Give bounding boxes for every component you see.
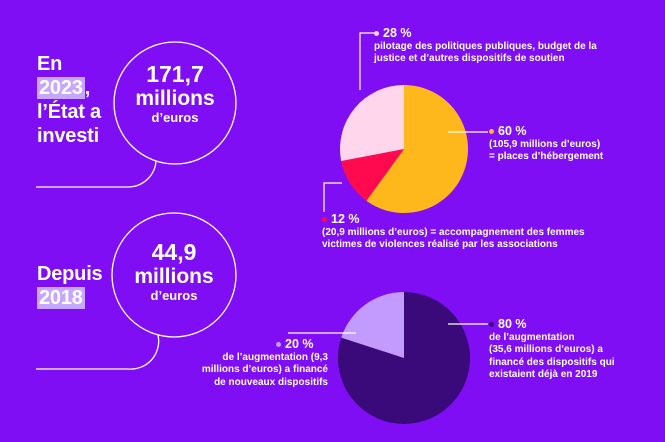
leader-line-28 — [359, 32, 374, 90]
pie-chart-2023 — [339, 85, 468, 213]
intro-2023-line4: investi — [37, 125, 99, 147]
amount-2018-unit: millions — [134, 265, 214, 288]
pie-chart-increase — [338, 292, 471, 425]
label-80-line2: (35,6 millions d’euros) a — [489, 344, 603, 355]
connector-line-2018 — [36, 334, 160, 370]
label-28: 28 % pilotage des politiques publiques, … — [374, 27, 624, 66]
intro-2023-line1: En — [37, 53, 63, 75]
label-80-line1: de l’augmentation — [489, 331, 575, 343]
label-20-line3: de nouveaux dispositifs — [214, 376, 328, 388]
label-12-line2: victimes de violences réalisé par les as… — [322, 239, 558, 250]
label-12-line1: (20,9 millions d’euros) = accompagnement… — [322, 226, 585, 238]
amount-circle-2018 — [111, 212, 237, 338]
amount-2023-unit2: d’euros — [151, 110, 199, 125]
intro-2023-line3: l’État a — [37, 101, 101, 123]
connector-line-2023 — [36, 160, 157, 188]
amount-2023-value: 171,7 — [146, 61, 204, 87]
pie-slice-nouveaux — [341, 292, 404, 358]
pie-slice-pilotage — [339, 85, 404, 161]
amount-2023: 171,7 millions d’euros — [114, 62, 236, 126]
amount-2018: 44,9 millions d’euros — [113, 240, 235, 304]
intro-2018: Depuis 2018 — [37, 262, 103, 310]
amount-2018-value: 44,9 — [151, 239, 197, 265]
dot-nouveaux — [276, 342, 281, 348]
label-80-line3: financé des dispositifs qui — [489, 356, 615, 368]
label-12: 12 % (20,9 millions d’euros) = accompagn… — [322, 213, 642, 252]
label-20: 20 % de l’augmentation (9,3 millions d’e… — [168, 338, 328, 389]
label-60-line2: = places d’hébergement — [489, 151, 604, 162]
label-20-line1: de l’augmentation (9,3 — [222, 351, 328, 363]
label-60-line1: (105,9 millions d’euros) — [489, 138, 601, 150]
label-60: 60 % (105,9 millions d’euros) = places d… — [489, 125, 659, 164]
year-2023-highlight: 2023 — [37, 77, 85, 99]
pie-slice-accompagnement — [341, 149, 404, 201]
year-2018-highlight: 2018 — [37, 287, 85, 309]
pie-slice-hebergement — [366, 85, 468, 213]
label-20-line2: millions d’euros) a financé — [201, 364, 328, 375]
amount-circle-2023 — [113, 41, 237, 165]
dot-accompagnement — [322, 217, 327, 223]
label-80-line4: existaient déjà en 2019 — [489, 369, 598, 380]
amount-2023-unit: millions — [135, 87, 215, 110]
intro-2018-line1: Depuis — [37, 263, 103, 285]
label-20-pct: 20 % — [285, 337, 314, 351]
leader-line-12 — [323, 182, 342, 212]
dot-hebergement — [489, 129, 494, 135]
dot-existants — [489, 322, 494, 328]
label-80: 80 % de l’augmentation (35,6 millions d’… — [489, 318, 659, 382]
dot-pilotage — [374, 31, 379, 37]
label-60-pct: 60 % — [498, 124, 527, 138]
label-28-line1: pilotage des politiques publiques, budge… — [374, 40, 597, 52]
intro-2023: En 2023, l’État a investi — [37, 53, 101, 147]
amount-2018-unit2: d’euros — [150, 288, 198, 303]
label-28-pct: 28 % — [383, 26, 412, 40]
label-28-line2: justice et d’autres dispositifs de souti… — [374, 53, 565, 64]
label-12-pct: 12 % — [331, 212, 360, 226]
label-80-pct: 80 % — [498, 317, 527, 331]
